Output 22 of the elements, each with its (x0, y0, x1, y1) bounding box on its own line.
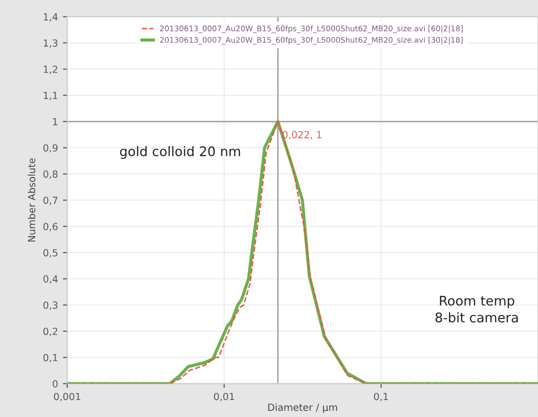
y-tick-label: 1,4 (44, 13, 58, 22)
y-tick-label: 1,3 (44, 39, 58, 48)
y-tick-label: 0,5 (43, 249, 58, 258)
x-tick-label: 0,001 (54, 392, 80, 402)
y-tick-label: 0,6 (43, 222, 58, 232)
y-tick-label: 0,7 (43, 196, 58, 205)
y-tick-label: 0,2 (43, 328, 58, 336)
y-tick-label: 0 (52, 380, 58, 388)
annotation: Room temp 8-bit camera (436, 296, 518, 322)
y-tick-label: 0,3 (43, 301, 58, 310)
y-tick-label: 0,8 (43, 170, 58, 179)
x-axis-title: Diameter / µm (268, 403, 338, 413)
y-tick-label: 1,1 (44, 92, 58, 100)
y-tick-label: 1 (53, 118, 58, 126)
y-tick-label: 1,2 (44, 66, 58, 74)
y-axis-title: Number Absolute (28, 158, 36, 242)
x-tick-label: 0,01 (214, 392, 234, 402)
y-tick-label: 0,9 (43, 144, 58, 153)
y-tick-label: 0,4 (43, 275, 58, 284)
y-tick-label: 0,1 (43, 354, 58, 362)
annotation: gold colloid 20 nm (120, 146, 240, 159)
x-tick-label: 0,1 (374, 392, 388, 402)
